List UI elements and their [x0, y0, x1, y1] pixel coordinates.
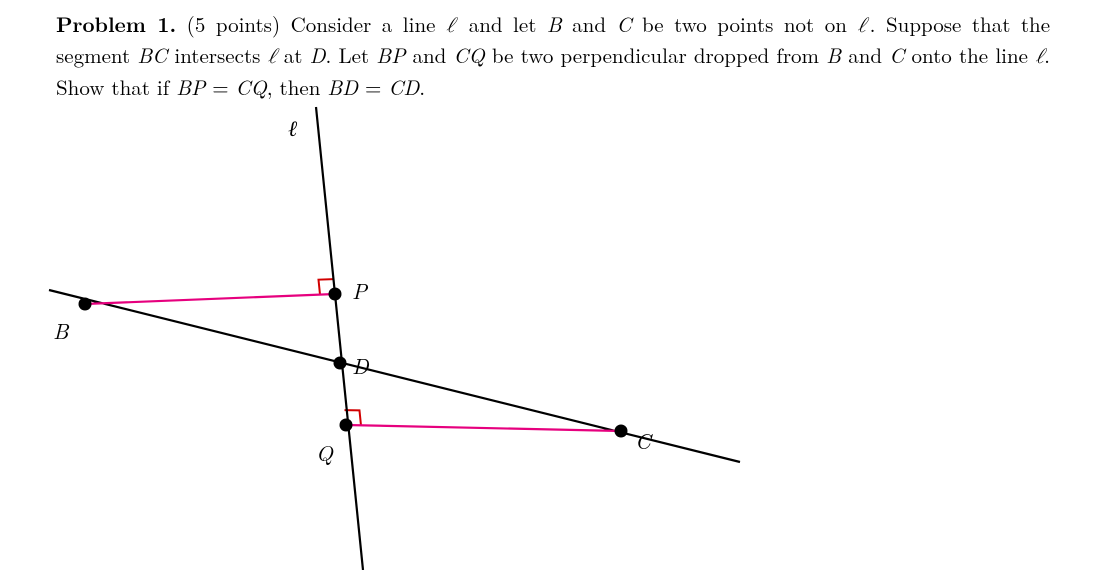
geometry-figure: ℓ B P D Q C	[0, 0, 1098, 570]
label-Q: Q	[316, 437, 333, 468]
label-C: C	[635, 425, 651, 456]
label-ell: ℓ	[288, 112, 297, 143]
label-P: P	[352, 275, 367, 306]
label-B: B	[53, 315, 69, 346]
figure-svg	[0, 0, 1098, 570]
label-D: D	[352, 350, 369, 381]
page: Problem 1. (5 points) Consider a line ℓ …	[0, 0, 1098, 570]
